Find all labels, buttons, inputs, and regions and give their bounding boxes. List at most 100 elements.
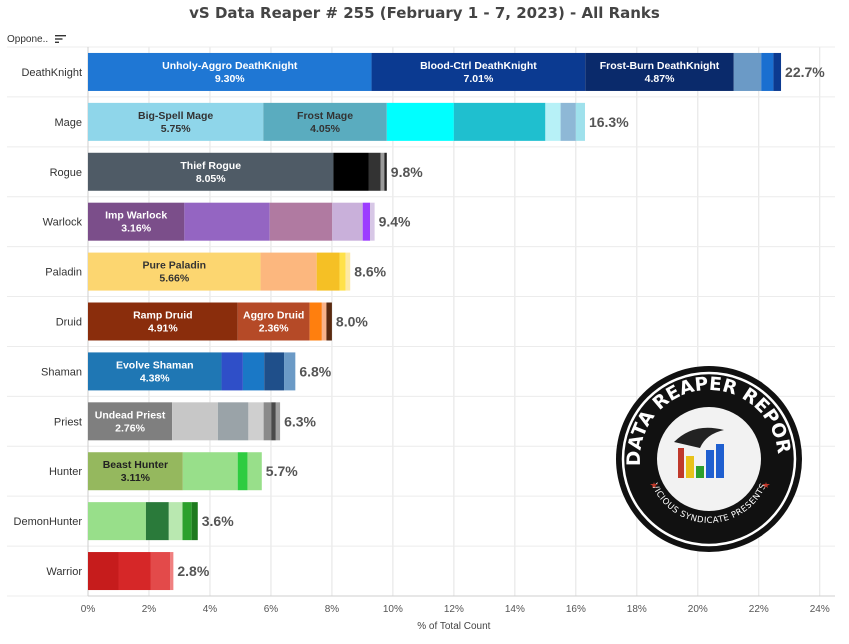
bar-segment[interactable] xyxy=(264,352,285,391)
bar-segment[interactable] xyxy=(88,552,119,591)
bar-segment[interactable] xyxy=(370,202,375,241)
class-label: Druid xyxy=(56,317,82,329)
class-label: Paladin xyxy=(45,267,82,279)
bar-segment[interactable] xyxy=(263,102,387,141)
bar-segment[interactable] xyxy=(453,102,546,141)
bar-segment[interactable] xyxy=(761,52,774,91)
segment-archetype-label: Pure Paladin xyxy=(142,260,206,272)
bar-segment[interactable] xyxy=(217,402,249,441)
bar-segment[interactable] xyxy=(145,502,169,541)
class-label: DeathKnight xyxy=(21,67,82,79)
bar-segment[interactable] xyxy=(545,102,561,141)
data-reaper-logo: DATA REAPER REPORT VICIOUS SYNDICATE PRE… xyxy=(614,364,802,552)
segment-archetype-label: Big-Spell Mage xyxy=(138,110,213,122)
segment-value-label: 3.16% xyxy=(121,223,151,235)
bar-segment[interactable] xyxy=(88,302,238,341)
bar-segment[interactable] xyxy=(242,352,265,391)
bar-segment[interactable] xyxy=(321,302,327,341)
bar-segment[interactable] xyxy=(362,202,371,241)
bar-segment[interactable] xyxy=(773,52,782,91)
segment-archetype-label: Thief Rogue xyxy=(180,160,241,172)
bar-total-label: 6.8% xyxy=(299,363,331,379)
bar-segment[interactable] xyxy=(269,202,333,241)
bar-segment[interactable] xyxy=(284,352,296,391)
x-tick-label: 0% xyxy=(81,604,96,615)
x-axis-title: % of Total Count xyxy=(417,621,490,632)
bar-total-label: 16.3% xyxy=(589,114,629,130)
bar-segment[interactable] xyxy=(275,402,281,441)
bar-segment[interactable] xyxy=(333,152,369,191)
bar-segment[interactable] xyxy=(380,152,385,191)
bar-segment[interactable] xyxy=(339,252,346,291)
bar-segment[interactable] xyxy=(386,102,454,141)
segment-archetype-label: Blood-Ctrl DeathKnight xyxy=(420,60,537,72)
bar-segment[interactable] xyxy=(368,152,381,191)
bar-segment[interactable] xyxy=(384,152,387,191)
segment-archetype-label: Ramp Druid xyxy=(133,310,193,322)
segment-value-label: 9.30% xyxy=(215,73,245,85)
opponent-filter-label[interactable]: Oppone.. xyxy=(7,34,49,45)
segment-value-label: 4.91% xyxy=(148,323,178,335)
bar-segment[interactable] xyxy=(585,52,734,91)
bar-segment[interactable] xyxy=(560,102,576,141)
chart-title: vS Data Reaper # 255 (February 1 - 7, 20… xyxy=(189,4,660,22)
x-tick-label: 4% xyxy=(203,604,218,615)
bar-segment[interactable] xyxy=(309,302,322,341)
bar-segment[interactable] xyxy=(316,252,340,291)
class-label: Hunter xyxy=(49,466,82,478)
segment-archetype-label: Frost-Burn DeathKnight xyxy=(600,60,720,72)
sort-icon[interactable] xyxy=(55,34,67,44)
bar-segment[interactable] xyxy=(271,402,276,441)
bar-segment[interactable] xyxy=(88,202,185,241)
bar-segment[interactable] xyxy=(237,452,248,491)
bar-total-label: 8.6% xyxy=(354,264,386,280)
x-tick-label: 20% xyxy=(688,604,708,615)
bar-segment[interactable] xyxy=(182,502,192,541)
bar-segment[interactable] xyxy=(575,102,585,141)
bar-total-label: 9.4% xyxy=(379,214,411,230)
x-tick-label: 14% xyxy=(505,604,525,615)
bar-segment[interactable] xyxy=(263,402,272,441)
bar-segment[interactable] xyxy=(326,302,332,341)
x-tick-label: 10% xyxy=(383,604,403,615)
segment-value-label: 5.66% xyxy=(159,273,189,285)
bar-segment[interactable] xyxy=(182,452,238,491)
class-label: Mage xyxy=(54,117,82,129)
segment-value-label: 5.75% xyxy=(161,123,191,135)
bar-segment[interactable] xyxy=(88,152,334,191)
bar-segment[interactable] xyxy=(170,552,174,591)
bar-total-label: 3.6% xyxy=(202,513,234,529)
bar-segment[interactable] xyxy=(733,52,762,91)
bar-segment[interactable] xyxy=(88,252,261,291)
bar-segment[interactable] xyxy=(150,552,171,591)
bar-total-label: 9.8% xyxy=(391,164,423,180)
bar-segment[interactable] xyxy=(221,352,243,391)
bar-segment[interactable] xyxy=(248,402,264,441)
bar-segment[interactable] xyxy=(184,202,270,241)
bar-segment[interactable] xyxy=(345,252,351,291)
bar-segment[interactable] xyxy=(247,452,262,491)
bar-segment[interactable] xyxy=(88,102,264,141)
x-tick-label: 2% xyxy=(142,604,157,615)
bar-segment[interactable] xyxy=(172,402,218,441)
bar-segment[interactable] xyxy=(88,402,173,441)
segment-value-label: 7.01% xyxy=(464,73,494,85)
bar-segment[interactable] xyxy=(88,52,372,91)
x-tick-label: 16% xyxy=(566,604,586,615)
class-label: DemonHunter xyxy=(14,516,83,528)
bar-segment[interactable] xyxy=(168,502,183,541)
bar-segment[interactable] xyxy=(88,352,222,391)
bar-segment[interactable] xyxy=(371,52,586,91)
bar-segment[interactable] xyxy=(88,452,183,491)
bar-segment[interactable] xyxy=(260,252,317,291)
bar-segment[interactable] xyxy=(332,202,363,241)
bar-segment[interactable] xyxy=(88,502,146,541)
bar-segment[interactable] xyxy=(191,502,198,541)
class-label: Shaman xyxy=(41,366,82,378)
segment-archetype-label: Aggro Druid xyxy=(243,310,304,322)
bar-segment[interactable] xyxy=(237,302,310,341)
x-tick-label: 24% xyxy=(810,604,830,615)
segment-value-label: 4.38% xyxy=(140,372,170,384)
x-tick-label: 12% xyxy=(444,604,464,615)
bar-segment[interactable] xyxy=(118,552,151,591)
